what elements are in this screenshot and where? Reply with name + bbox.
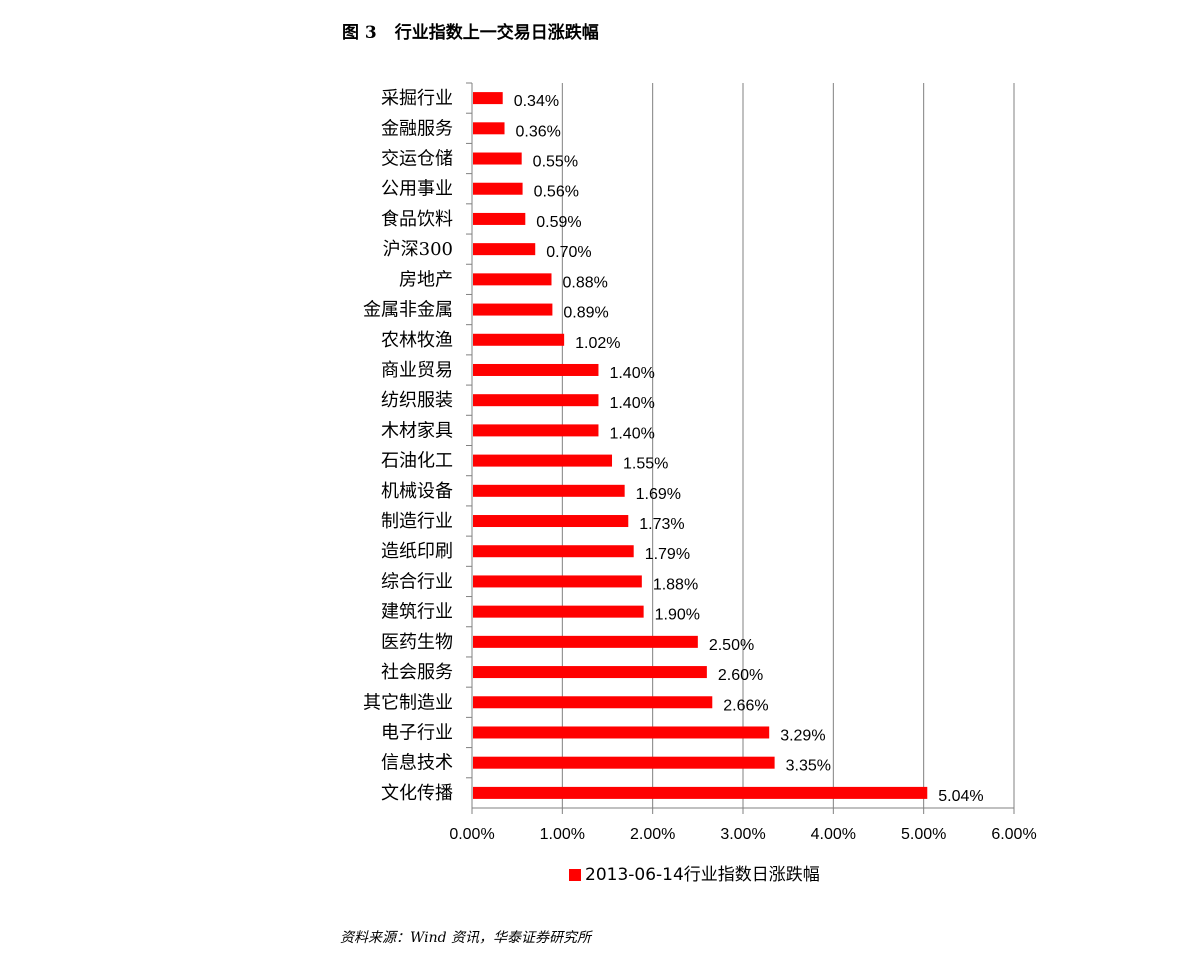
category-label: 其它制造业 xyxy=(363,692,453,713)
bar xyxy=(473,363,599,376)
bar xyxy=(473,303,553,316)
figure-title: 图 3 行业指数上一交易日涨跌幅 xyxy=(342,18,617,43)
x-tick-label: 6.00% xyxy=(991,826,1036,843)
category-label: 木材家具 xyxy=(381,420,453,441)
category-label: 采掘行业 xyxy=(381,88,453,109)
category-label: 石油化工 xyxy=(381,451,453,472)
value-label: 2.60% xyxy=(718,667,763,684)
bar xyxy=(473,575,642,588)
x-tick-label: 5.00% xyxy=(901,826,946,843)
x-tick-label: 4.00% xyxy=(811,826,856,843)
category-label: 制造行业 xyxy=(381,511,453,532)
value-label: 1.02% xyxy=(575,335,620,352)
bar xyxy=(473,243,536,256)
category-label: 综合行业 xyxy=(381,571,453,592)
value-label: 2.50% xyxy=(709,637,754,654)
bar xyxy=(473,454,613,467)
value-label: 1.79% xyxy=(645,546,690,563)
value-label: 1.55% xyxy=(623,456,668,473)
value-label: 0.59% xyxy=(536,214,581,231)
value-label: 1.90% xyxy=(655,607,700,624)
category-label: 金属非金属 xyxy=(363,300,453,321)
bar xyxy=(473,726,770,739)
value-label: 0.89% xyxy=(563,305,608,322)
value-label: 0.36% xyxy=(516,123,561,140)
bar xyxy=(473,152,522,165)
value-label: 1.40% xyxy=(609,395,654,412)
bar xyxy=(473,333,565,346)
bar xyxy=(473,394,599,407)
bar xyxy=(473,182,523,195)
x-tick-label: 0.00% xyxy=(449,826,494,843)
bar xyxy=(473,545,634,558)
figure-title-text: 行业指数上一交易日涨跌幅 xyxy=(394,23,599,43)
bar xyxy=(473,635,698,648)
x-tick-label: 2.00% xyxy=(630,826,675,843)
value-label: 2.66% xyxy=(723,697,768,714)
category-label: 机械设备 xyxy=(381,481,453,502)
category-label: 造纸印刷 xyxy=(381,541,453,562)
value-label: 1.73% xyxy=(639,516,684,533)
category-label: 公用事业 xyxy=(381,179,453,200)
category-label: 社会服务 xyxy=(381,662,453,683)
value-label: 3.29% xyxy=(780,727,825,744)
bar xyxy=(473,92,503,105)
category-label: 交运仓储 xyxy=(381,149,453,170)
category-label: 金融服务 xyxy=(381,118,453,139)
value-label: 0.34% xyxy=(514,93,559,110)
figure-label: 图 3 xyxy=(342,23,377,43)
bar xyxy=(473,122,505,135)
category-label: 商业贸易 xyxy=(381,360,453,381)
category-label: 建筑行业 xyxy=(381,602,453,623)
source-note: 资料来源：Wind 资讯，华泰证券研究所 xyxy=(340,930,592,946)
value-label: 0.88% xyxy=(562,274,607,291)
value-label: 1.40% xyxy=(609,425,654,442)
x-tick-label: 3.00% xyxy=(720,826,765,843)
bar xyxy=(473,666,707,679)
category-label: 医药生物 xyxy=(381,632,453,653)
category-label: 食品饮料 xyxy=(381,209,453,230)
category-label: 电子行业 xyxy=(381,722,453,743)
bar xyxy=(473,756,775,769)
value-label: 0.56% xyxy=(534,184,579,201)
bar xyxy=(473,212,526,225)
chart-legend: 2013-06-14行业指数日涨跌幅 xyxy=(569,860,820,885)
legend-label: 2013-06-14行业指数日涨跌幅 xyxy=(585,865,820,885)
value-label: 1.88% xyxy=(653,576,698,593)
x-tick-label: 1.00% xyxy=(540,826,585,843)
bar xyxy=(473,786,928,799)
category-label: 信息技术 xyxy=(381,753,453,774)
bar xyxy=(473,515,629,528)
bar xyxy=(473,484,625,497)
value-label: 1.40% xyxy=(609,365,654,382)
value-label: 0.55% xyxy=(533,154,578,171)
bar xyxy=(473,424,599,437)
bar xyxy=(473,605,644,618)
value-label: 1.69% xyxy=(636,486,681,503)
bar xyxy=(473,273,552,286)
legend-swatch xyxy=(569,868,581,881)
value-label: 0.70% xyxy=(546,244,591,261)
category-label: 房地产 xyxy=(399,269,453,290)
category-label: 农林牧渔 xyxy=(381,330,453,351)
category-label: 沪深300 xyxy=(383,239,453,260)
category-label: 纺织服装 xyxy=(381,390,453,411)
value-label: 5.04% xyxy=(938,788,983,805)
bar xyxy=(473,696,713,709)
category-label: 文化传播 xyxy=(381,783,453,804)
value-label: 3.35% xyxy=(786,758,831,775)
